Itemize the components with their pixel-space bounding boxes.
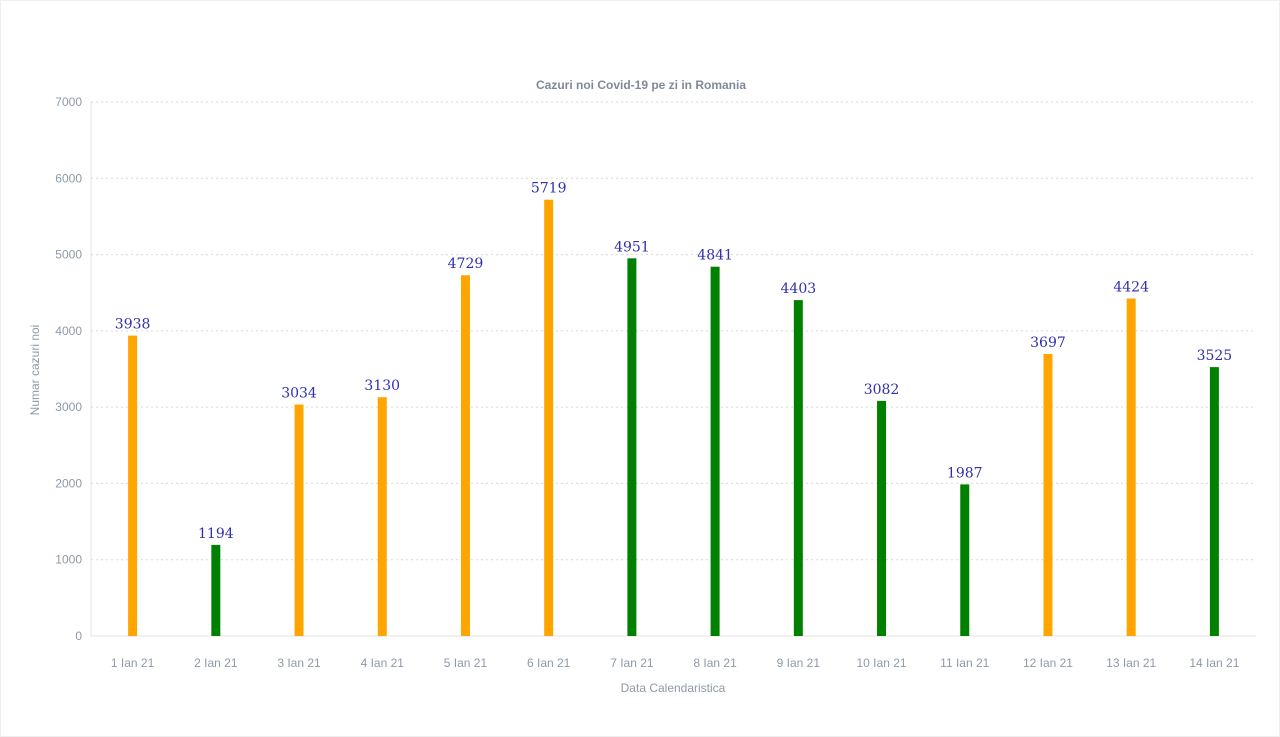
bar[interactable] [960,484,970,636]
data-label: 3082 [864,382,900,398]
y-tick-label: 7000 [55,95,82,109]
bars-layer [128,199,1219,637]
y-axis-label: Numar cazuri noi [28,325,42,416]
x-tick-label: 5 Ian 21 [444,656,488,670]
y-tick-label: 3000 [55,400,82,414]
bar[interactable] [710,266,720,636]
x-tick-label: 9 Ian 21 [777,656,821,670]
x-axis-ticks: 1 Ian 21 2 Ian 21 3 Ian 21 4 Ian 21 5 Ian 21… [111,656,1240,670]
x-tick-label: 7 Ian 21 [610,656,654,670]
bar[interactable] [544,199,554,637]
data-label: 1987 [947,465,983,481]
x-axis-label: Data Calendaristica [621,681,726,695]
bar[interactable] [460,275,470,636]
data-label: 3034 [281,386,317,402]
x-tick-label: 2 Ian 21 [194,656,238,670]
data-label: 5719 [531,181,567,197]
data-label: 3525 [1197,348,1233,364]
bar[interactable] [294,404,304,636]
bar[interactable] [128,335,138,636]
y-tick-label: 5000 [55,248,82,262]
x-tick-label: 14 Ian 21 [1189,656,1239,670]
data-label: 4729 [448,256,484,272]
y-tick-label: 0 [75,629,82,643]
y-tick-label: 2000 [55,476,82,490]
bar[interactable] [877,400,887,636]
data-label: 3938 [115,317,151,333]
data-label: 4841 [697,248,733,264]
x-tick-label: 6 Ian 21 [527,656,571,670]
x-tick-label: 12 Ian 21 [1023,656,1073,670]
y-tick-label: 1000 [55,553,82,567]
x-tick-label: 10 Ian 21 [857,656,907,670]
data-label: 3130 [364,378,400,394]
x-tick-label: 8 Ian 21 [693,656,737,670]
x-tick-label: 1 Ian 21 [111,656,155,670]
data-label: 4951 [614,239,650,255]
data-label: 1194 [198,526,234,542]
data-label: 3697 [1030,335,1066,351]
data-labels: 3938 1194 3034 3130 4729 5719 4951 4841 4403 3082… [115,181,1232,542]
y-tick-label: 6000 [55,171,82,185]
grid-layer [91,101,1256,561]
bar[interactable] [793,300,803,636]
x-tick-label: 13 Ian 21 [1106,656,1156,670]
data-label: 4424 [1113,280,1149,296]
x-tick-label: 3 Ian 21 [277,656,321,670]
bar[interactable] [1043,353,1053,636]
y-axis-ticks: 0 1000 2000 3000 4000 5000 6000 7000 [55,95,82,643]
bar[interactable] [377,397,387,636]
x-tick-label: 4 Ian 21 [361,656,405,670]
chart-title: Cazuri noi Covid-19 pe zi in Romania [536,78,746,92]
bar[interactable] [211,544,221,636]
bar[interactable] [1209,367,1219,636]
y-tick-label: 4000 [55,324,82,338]
bar[interactable] [627,258,637,636]
bar[interactable] [1126,298,1136,636]
x-tick-label: 11 Ian 21 [940,656,989,670]
data-label: 4403 [781,281,817,297]
